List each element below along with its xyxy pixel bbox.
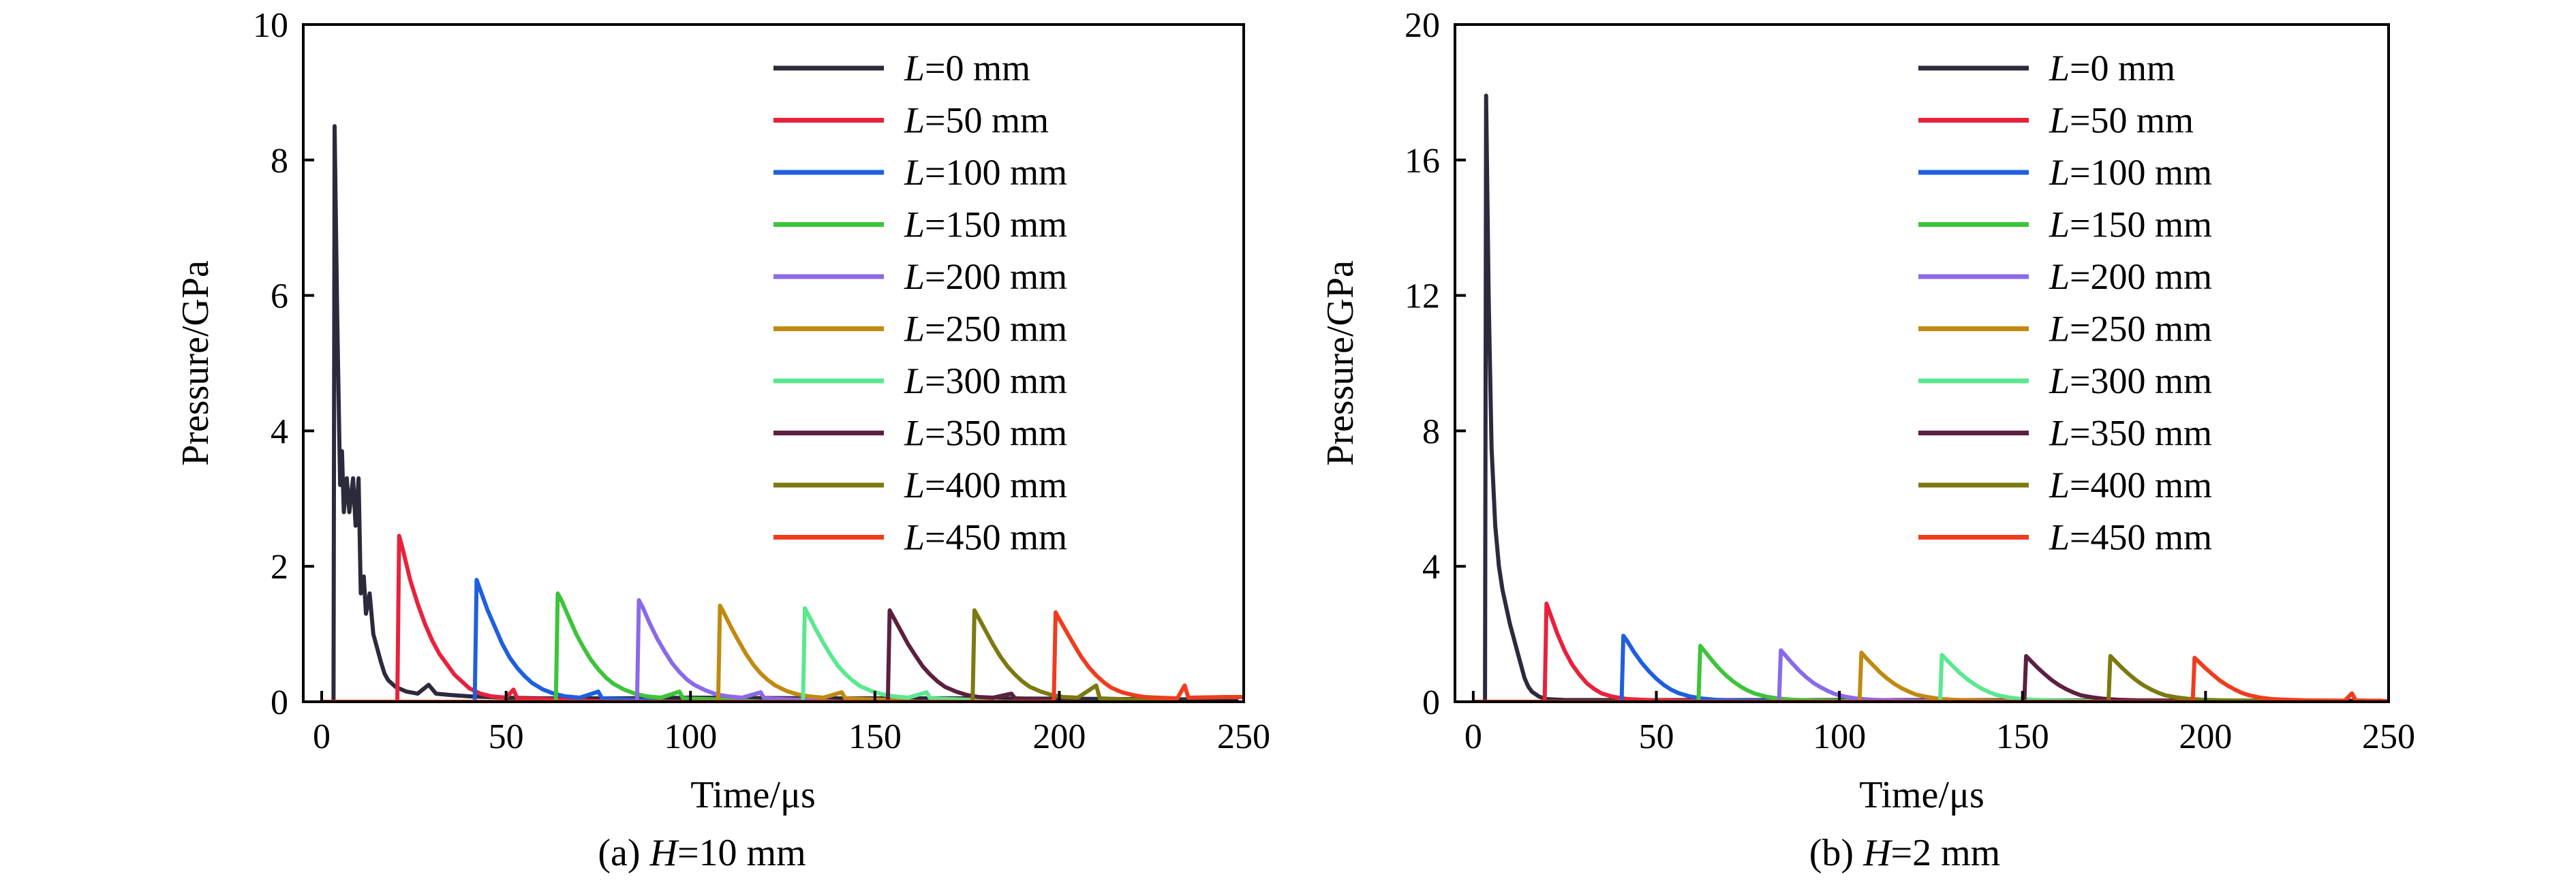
series-line-7 [320,608,1091,702]
panel-caption: (b) H=2 mm [1809,832,2000,874]
legend-label: L=400 mm [2049,465,2212,506]
legend-label: L=300 mm [2049,360,2212,401]
x-axis-title: Time/μs [1859,774,1984,816]
series-line-1 [1471,601,1768,702]
series-group [320,124,1244,702]
x-tick-label: 0 [313,717,331,756]
y-tick-label: 4 [271,412,288,451]
y-axis-title: Pressure/GPa [174,260,217,466]
series-line-9 [320,610,1244,702]
y-tick-label: 0 [1422,683,1440,722]
series-line-1 [320,533,619,702]
legend-label: L=50 mm [2049,100,2194,141]
legend-label: L=450 mm [904,517,1067,558]
x-tick-label: 0 [1465,717,1482,756]
y-tick-label: 2 [271,548,288,587]
legend-label: L=350 mm [2049,413,2212,454]
series-group [1471,93,2389,702]
x-tick-label: 100 [664,717,717,756]
x-tick-label: 250 [2362,717,2415,756]
panel-b: 0 50 100 150 200 250 0 4 8 12 16 20 Time/μs Pressure/… [1319,6,2415,874]
series-line-4 [320,598,840,702]
x-tick-label: 250 [1217,717,1270,756]
y-tick-label: 4 [1422,548,1440,587]
y-tick-label: 0 [271,683,288,722]
y-axis-title: Pressure/GPa [1319,260,1362,466]
legend-label: L=250 mm [904,309,1067,350]
y-tick-label: 16 [1405,142,1440,181]
legend-label: L=150 mm [904,204,1067,245]
series-line-0 [1480,93,2384,702]
x-tick-label: 200 [1032,717,1086,756]
x-tick-label: 200 [2179,717,2232,756]
panel-caption: (a) H=10 mm [598,832,806,874]
legend-label: L=350 mm [904,413,1067,454]
y-tick-label: 12 [1405,277,1440,316]
legend-label: L=0 mm [904,48,1030,89]
legend-label: L=300 mm [904,360,1067,401]
series-line-2 [320,578,675,702]
legend-label: L=50 mm [904,100,1049,141]
x-axis-title: Time/μs [690,774,816,816]
x-tick-label: 100 [1813,717,1866,756]
plot-frame [1454,23,2390,703]
x-tick-label: 50 [1638,717,1674,756]
series-line-8 [1471,653,2307,702]
legend-label: L=250 mm [2049,309,2212,350]
y-tick-label: 8 [271,142,288,181]
legend-label: L=100 mm [2049,152,2212,193]
series-line-6 [320,606,1007,702]
legend-label: L=150 mm [2049,204,2212,245]
x-tick-label: 50 [489,717,524,756]
y-tick-label: 6 [271,277,288,316]
legend-label: L=200 mm [904,256,1067,297]
x-tick-label: 150 [848,717,902,756]
series-line-5 [320,603,921,702]
legend-label: L=400 mm [904,465,1067,506]
y-tick-label: 10 [253,6,288,45]
series-line-3 [320,591,767,702]
legend-label: L=450 mm [2049,517,2212,558]
y-tick-label: 20 [1405,6,1440,45]
legend: L=0 mm L=50 mm L=100 mm L=150 mm L=200 mm L=2… [773,48,1067,558]
legend-label: L=0 mm [2049,48,2175,89]
legend-label: L=200 mm [2049,256,2212,297]
y-tick-label: 8 [1422,412,1440,451]
series-line-8 [320,608,1176,702]
panel-a: 0 50 100 150 200 250 0 2 4 6 8 10 Time/μs Pressure/GP… [174,6,1270,874]
series-line-2 [1471,634,1824,702]
legend-label: L=100 mm [904,152,1067,193]
x-tick-label: 150 [1996,717,2049,756]
plot-frame [302,23,1245,703]
series-line-0 [328,124,1239,702]
legend: L=0 mm L=50 mm L=100 mm L=150 mm L=200 mm L=2… [1918,48,2212,558]
